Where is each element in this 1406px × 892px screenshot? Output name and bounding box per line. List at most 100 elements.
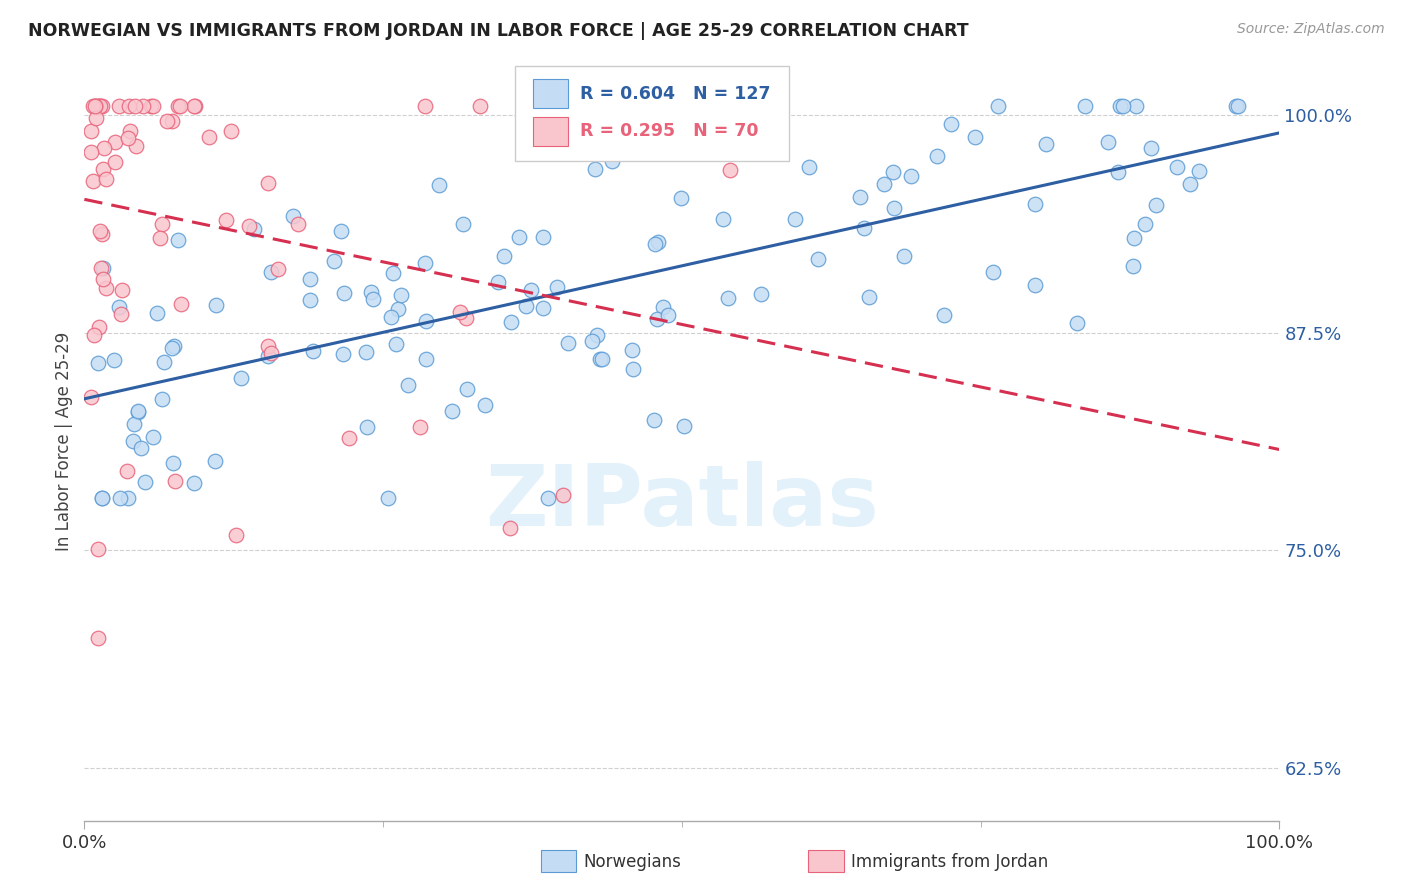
Point [299,293,322,307]
Point [117,491,139,506]
Point [441,404,464,418]
Point [267,261,290,276]
Point [219,124,242,138]
Point [333,285,356,300]
Point [117,131,139,145]
Point [150,392,173,406]
Point [409,420,432,434]
Point [415,314,437,328]
Point [103,353,125,368]
Point [146,306,169,320]
Point [547,280,569,294]
Point [1024,277,1046,292]
Point [170,296,193,310]
Point [939,117,962,131]
Point [132,99,155,113]
Point [118,99,141,113]
Point [508,230,530,244]
Point [1073,99,1095,113]
Point [647,311,669,326]
Point [387,302,409,317]
Point [80,145,103,160]
Point [124,99,146,113]
Point [1188,163,1211,178]
Point [620,343,643,358]
Point [585,328,607,343]
Point [122,434,145,448]
Point [329,224,352,238]
Point [766,139,789,153]
Point [520,283,543,297]
Y-axis label: In Labor Force | Age 25-29: In Labor Force | Age 25-29 [55,332,73,551]
Point [807,252,830,266]
Point [162,456,184,470]
Point [1035,136,1057,151]
Point [981,264,1004,278]
Point [183,476,205,491]
Point [551,488,574,502]
Point [167,99,190,113]
Point [1180,177,1202,191]
Point [214,213,236,227]
Text: Immigrants from Jordan: Immigrants from Jordan [851,853,1047,871]
Point [797,160,820,174]
Point [415,256,437,270]
Point [91,491,114,506]
Point [575,129,598,144]
Point [84,99,107,113]
Point [893,250,915,264]
Point [231,371,253,385]
Point [127,403,149,417]
Point [127,405,149,419]
Point [120,123,142,137]
Point [150,218,173,232]
Point [849,190,872,204]
Point [110,491,132,506]
Point [260,346,283,360]
Point [160,113,183,128]
Point [257,339,280,353]
Point [323,254,346,268]
Point [80,390,103,404]
Point [243,221,266,235]
Point [183,99,205,113]
Point [468,99,491,113]
Point [492,249,515,263]
Point [87,631,110,645]
Point [89,223,111,237]
Point [111,283,134,297]
Point [592,127,614,141]
Point [360,285,382,299]
Point [900,169,922,183]
Point [396,378,419,392]
Point [108,99,131,113]
Text: ZIPatlas: ZIPatlas [485,460,879,544]
Point [96,280,118,294]
Point [152,355,174,369]
Point [84,99,107,113]
Point [107,301,129,315]
Point [589,351,612,366]
Point [91,99,114,113]
Text: NORWEGIAN VS IMMIGRANTS FROM JORDAN IN LABOR FORCE | AGE 25-29 CORRELATION CHART: NORWEGIAN VS IMMIGRANTS FROM JORDAN IN L… [28,22,969,40]
Point [644,236,666,251]
Text: Source: ZipAtlas.com: Source: ZipAtlas.com [1237,22,1385,37]
Point [380,310,402,325]
Point [131,442,153,456]
Point [96,171,118,186]
Point [498,521,520,535]
Point [80,124,103,138]
Point [90,261,112,276]
Point [89,320,111,334]
Point [377,491,399,506]
Point [669,191,692,205]
Point [531,301,554,316]
Point [91,162,114,177]
Point [1166,161,1188,175]
Point [643,413,665,427]
Point [451,218,474,232]
Point [281,209,304,223]
Point [83,327,105,342]
Point [156,114,179,128]
Point [641,127,664,141]
